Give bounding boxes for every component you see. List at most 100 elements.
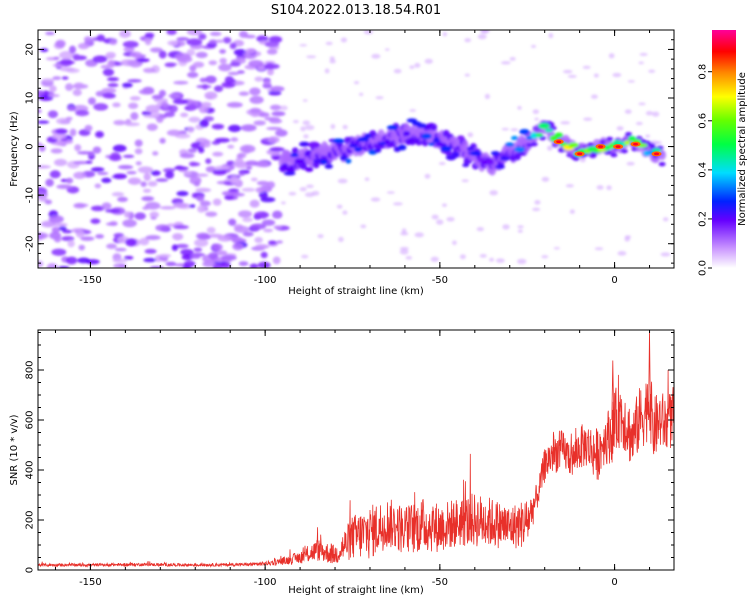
noise-blob bbox=[273, 225, 283, 229]
noise-blob bbox=[489, 257, 495, 262]
noise-blob bbox=[215, 39, 225, 43]
noise-blob bbox=[263, 228, 274, 233]
noise-blob bbox=[101, 177, 112, 184]
noise-blob bbox=[150, 170, 161, 176]
noise-blob bbox=[144, 37, 152, 46]
noise-blob bbox=[232, 242, 244, 251]
noise-blob bbox=[424, 58, 433, 64]
noise-blob bbox=[248, 59, 264, 68]
ridge-core bbox=[511, 135, 519, 141]
noise-blob bbox=[560, 121, 571, 125]
noise-blob bbox=[158, 89, 167, 97]
noise-blob bbox=[90, 218, 101, 224]
noise-blob bbox=[45, 31, 55, 36]
noise-blob bbox=[114, 247, 127, 252]
noise-blob bbox=[197, 205, 206, 213]
ridge-core bbox=[384, 139, 391, 145]
noise-blob bbox=[168, 93, 182, 98]
noise-blob bbox=[189, 204, 196, 208]
noise-blob bbox=[156, 116, 164, 123]
noise-blob bbox=[228, 218, 237, 226]
ridge-mid bbox=[539, 135, 547, 141]
noise-blob bbox=[249, 95, 264, 104]
noise-blob bbox=[129, 96, 141, 101]
noise-blob bbox=[479, 253, 487, 258]
noise-blob bbox=[183, 170, 192, 176]
noise-blob bbox=[59, 67, 76, 72]
noise-blob bbox=[112, 173, 127, 180]
ridge-core bbox=[623, 140, 631, 145]
noise-blob bbox=[461, 179, 469, 183]
y-tick-label: -10 bbox=[25, 187, 36, 203]
noise-blob bbox=[270, 85, 285, 92]
noise-blob bbox=[317, 234, 324, 239]
noise-blob bbox=[107, 83, 119, 88]
noise-blob bbox=[227, 144, 235, 149]
ridge-mid bbox=[625, 131, 633, 137]
noise-blob bbox=[83, 36, 93, 43]
noise-blob bbox=[249, 263, 259, 268]
noise-blob bbox=[220, 261, 231, 268]
noise-blob bbox=[59, 51, 75, 60]
noise-blob bbox=[306, 55, 317, 59]
noise-blob bbox=[144, 248, 157, 254]
ridge-core bbox=[428, 142, 435, 146]
noise-blob bbox=[212, 151, 224, 157]
noise-blob bbox=[384, 48, 390, 51]
noise-blob bbox=[139, 237, 150, 246]
noise-blob bbox=[134, 212, 146, 220]
noise-blob bbox=[583, 117, 593, 121]
y-tick-label: 0 bbox=[25, 567, 36, 573]
noise-blob bbox=[254, 236, 263, 244]
noise-blob bbox=[102, 92, 114, 99]
noise-blob bbox=[245, 160, 258, 166]
noise-blob bbox=[256, 180, 269, 186]
noise-blob bbox=[145, 104, 161, 113]
noise-blob bbox=[211, 123, 225, 130]
noise-blob bbox=[161, 101, 169, 108]
noise-blob bbox=[78, 244, 86, 251]
noise-blob bbox=[239, 144, 256, 153]
noise-blob bbox=[579, 157, 586, 163]
snr-ylabel: SNR (10 * v/v) bbox=[9, 414, 20, 485]
x-tick-label: -50 bbox=[432, 275, 448, 286]
noise-blob bbox=[304, 124, 315, 131]
ridge-core bbox=[364, 133, 372, 139]
noise-blob bbox=[48, 215, 64, 224]
snr-frame bbox=[37, 329, 675, 571]
noise-blob bbox=[212, 264, 223, 268]
y-tick-label: 800 bbox=[25, 360, 36, 379]
colorbar-tick-label: 0.8 bbox=[698, 64, 709, 80]
noise-blob bbox=[136, 58, 150, 63]
noise-blob bbox=[249, 107, 262, 114]
noise-blob bbox=[306, 184, 314, 189]
noise-blob bbox=[176, 37, 190, 41]
ridge-core bbox=[305, 166, 314, 173]
noise-blob bbox=[46, 263, 58, 268]
noise-blob bbox=[167, 40, 179, 46]
noise-blob bbox=[126, 171, 137, 175]
noise-blob bbox=[143, 257, 157, 263]
noise-blob bbox=[205, 75, 217, 84]
noise-blob bbox=[189, 176, 202, 185]
noise-blob bbox=[65, 116, 73, 121]
noise-blob bbox=[272, 155, 281, 160]
noise-blob bbox=[258, 112, 270, 118]
noise-blob bbox=[138, 89, 155, 95]
noise-blob bbox=[179, 153, 195, 159]
noise-blob bbox=[127, 79, 142, 83]
noise-blob bbox=[122, 40, 139, 48]
ridge-core bbox=[538, 122, 550, 130]
noise-blob bbox=[165, 261, 177, 267]
noise-blob bbox=[645, 134, 650, 138]
noise-blob bbox=[187, 126, 195, 133]
noise-blob bbox=[123, 211, 131, 218]
noise-blob bbox=[140, 181, 147, 188]
noise-blob bbox=[480, 30, 490, 34]
noise-blob bbox=[324, 68, 330, 74]
noise-blob bbox=[38, 194, 48, 202]
noise-blob bbox=[175, 243, 189, 249]
noise-blob bbox=[73, 202, 86, 209]
noise-blob bbox=[237, 210, 252, 218]
noise-blob bbox=[340, 37, 348, 43]
